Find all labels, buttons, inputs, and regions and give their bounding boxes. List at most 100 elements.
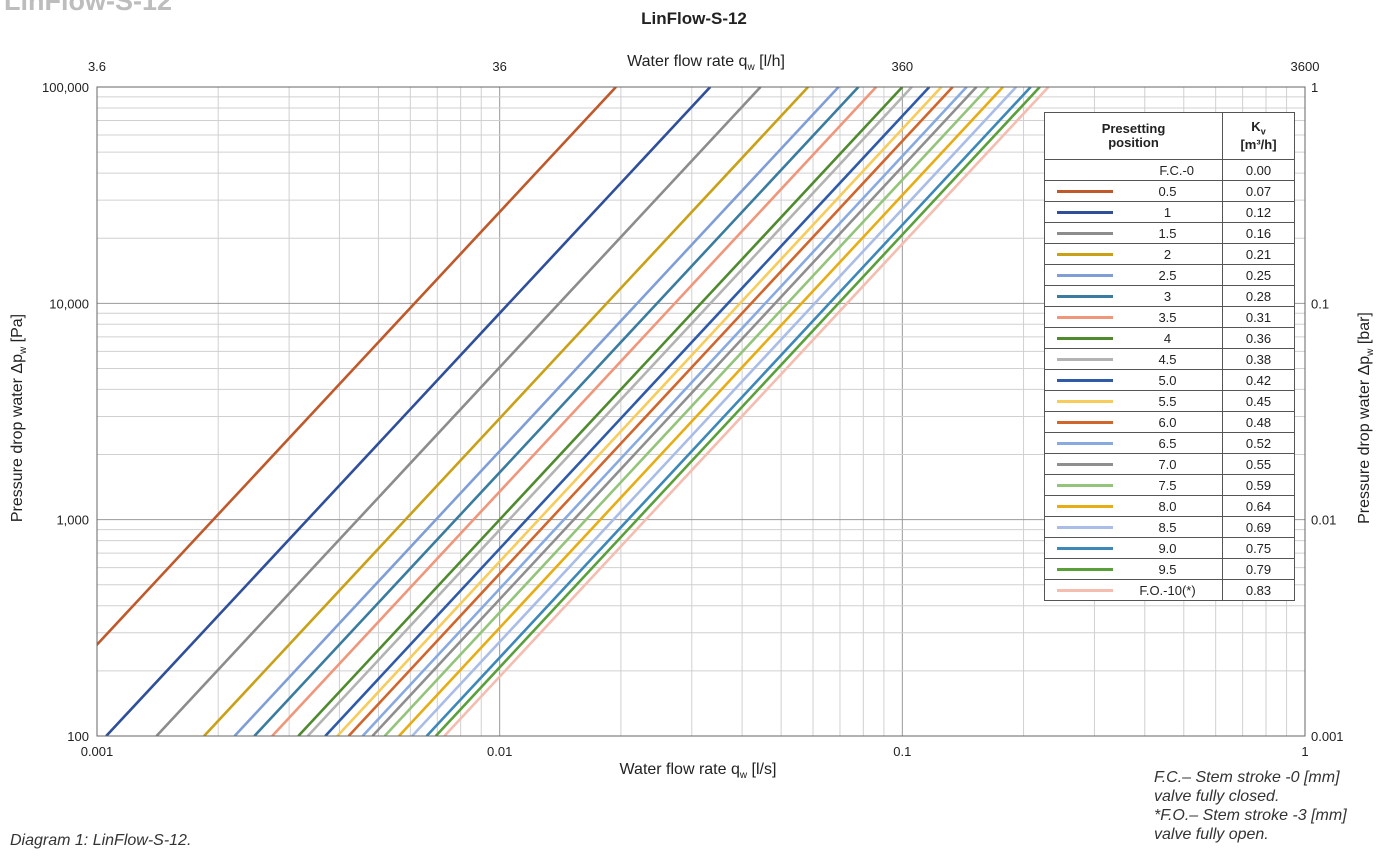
legend-kv-value: 0.52 xyxy=(1222,432,1295,454)
legend-position-label: 2.5 xyxy=(1158,268,1177,283)
legend-position-label: 3.5 xyxy=(1158,310,1177,325)
legend-swatch xyxy=(1057,337,1113,340)
legend-position-cell: 9.0 xyxy=(1044,537,1223,559)
legend-row: F.C.-0 0.00 xyxy=(1044,159,1295,181)
legend-swatch xyxy=(1057,274,1113,277)
x-tick-label: 1 xyxy=(1301,744,1308,759)
legend-header-position-line2: position xyxy=(1108,135,1159,150)
legend-position-cell: 4 xyxy=(1044,327,1223,349)
y2-axis-label: Pressure drop water Δpw [bar] xyxy=(1356,312,1376,524)
legend-rows: F.C.-0 0.00 0.5 0.07 1 0.12 1.5 0.16 2 0.21 2.5 0.2… xyxy=(1044,159,1295,601)
chart-title: LinFlow-S-12 xyxy=(641,9,747,28)
legend-position-cell: 9.5 xyxy=(1044,558,1223,580)
legend-position-label: 9.5 xyxy=(1158,562,1177,577)
x-tick-label: 0.1 xyxy=(893,744,911,759)
legend-header-kv-sub: v xyxy=(1260,126,1266,137)
legend-kv-value: 0.59 xyxy=(1222,474,1295,496)
legend-position-cell: 8.0 xyxy=(1044,495,1223,517)
legend-kv-value: 0.83 xyxy=(1222,579,1295,601)
legend-row: 0.5 0.07 xyxy=(1044,180,1295,202)
legend-row: 7.0 0.55 xyxy=(1044,453,1295,475)
legend-row: 8.5 0.69 xyxy=(1044,516,1295,538)
series-line-9-5 xyxy=(434,87,1041,736)
legend-swatch xyxy=(1057,484,1113,487)
legend-swatch xyxy=(1057,442,1113,445)
legend-position-label: 1 xyxy=(1163,205,1172,220)
footnote-line: valve fully closed. xyxy=(1154,788,1280,805)
x2-tick-label: 36 xyxy=(492,59,506,74)
x2-tick-label: 3600 xyxy=(1291,59,1320,74)
legend-row: 2.5 0.25 xyxy=(1044,264,1295,286)
legend-position-label: F.C.-0 xyxy=(1159,163,1194,178)
y2-tick-label: 0.01 xyxy=(1311,513,1336,528)
legend-kv-value: 0.38 xyxy=(1222,348,1295,370)
legend-swatch xyxy=(1057,547,1113,550)
legend-kv-value: 0.12 xyxy=(1222,201,1295,223)
series-line-3 xyxy=(253,87,860,736)
y-axis-label: Pressure drop water Δpw [Pa] xyxy=(9,314,29,522)
legend-kv-value: 0.25 xyxy=(1222,264,1295,286)
legend-kv-value: 0.64 xyxy=(1222,495,1295,517)
legend-row: F.O.-10(*) 0.83 xyxy=(1044,579,1295,601)
legend-position-label: 2 xyxy=(1163,247,1172,262)
legend-header-kv-unit: [m³/h] xyxy=(1240,137,1277,153)
series-line-5-0 xyxy=(324,87,931,736)
legend-kv-value: 0.69 xyxy=(1222,516,1295,538)
legend-swatch xyxy=(1057,211,1113,214)
legend-header-kv-symbol: K xyxy=(1251,118,1261,134)
legend-header-position-line1: Presetting xyxy=(1101,121,1166,136)
legend-swatch xyxy=(1057,526,1113,529)
legend-row: 9.0 0.75 xyxy=(1044,537,1295,559)
legend-kv-value: 0.45 xyxy=(1222,390,1295,412)
legend-position-cell: F.O.-10(*) xyxy=(1044,579,1223,601)
legend-row: 2 0.21 xyxy=(1044,243,1295,265)
y2-tick-label: 0.001 xyxy=(1311,729,1344,744)
legend-swatch xyxy=(1057,190,1113,193)
legend-swatch xyxy=(1057,358,1113,361)
series-line-1 xyxy=(105,87,712,736)
legend-position-cell: 8.5 xyxy=(1044,516,1223,538)
legend-row: 5.0 0.42 xyxy=(1044,369,1295,391)
footnotes: F.C.– Stem stroke -0 [mm] valve fully cl… xyxy=(1154,768,1347,844)
legend-row: 5.5 0.45 xyxy=(1044,390,1295,412)
legend-position-label: 3 xyxy=(1163,289,1172,304)
legend-position-cell: 5.0 xyxy=(1044,369,1223,391)
legend-swatch xyxy=(1057,421,1113,424)
legend-row: 1 0.12 xyxy=(1044,201,1295,223)
legend-row: 6.5 0.52 xyxy=(1044,432,1295,454)
plot-frame xyxy=(96,86,1306,737)
tick-labels: 0.001 0.01 0.1 13.6 36 360 36001001,00010,0001… xyxy=(42,59,1344,759)
series-line-1-5 xyxy=(155,87,762,736)
legend-header-kv: Kv [m³/h] xyxy=(1222,112,1295,160)
legend-position-label: 5.0 xyxy=(1158,373,1177,388)
x2-tick-label: 360 xyxy=(891,59,913,74)
legend-swatch xyxy=(1057,232,1113,235)
legend-kv-value: 0.07 xyxy=(1222,180,1295,202)
legend-swatch xyxy=(1057,316,1113,319)
legend-row: 1.5 0.16 xyxy=(1044,222,1295,244)
legend-row: 3.5 0.31 xyxy=(1044,306,1295,328)
legend-position-label: 8.0 xyxy=(1158,499,1177,514)
legend-row: 6.0 0.48 xyxy=(1044,411,1295,433)
legend-position-label: 9.0 xyxy=(1158,541,1177,556)
legend-row: 3 0.28 xyxy=(1044,285,1295,307)
legend-kv-value: 0.75 xyxy=(1222,537,1295,559)
legend-kv-value: 0.36 xyxy=(1222,327,1295,349)
series-line-2 xyxy=(203,87,810,736)
x-tick-label: 0.01 xyxy=(487,744,512,759)
legend-position-cell: 7.5 xyxy=(1044,474,1223,496)
series-line-2-5 xyxy=(233,87,840,736)
legend-position-cell: F.C.-0 xyxy=(1044,159,1223,181)
legend-position-cell: 5.5 xyxy=(1044,390,1223,412)
x-tick-label: 0.001 xyxy=(81,744,114,759)
y-tick-label: 100,000 xyxy=(42,80,89,95)
footnote-line: F.C.– Stem stroke -0 [mm] xyxy=(1154,769,1340,786)
legend-position-label: 6.5 xyxy=(1158,436,1177,451)
legend-position-cell: 0.5 xyxy=(1044,180,1223,202)
legend-kv-value: 0.28 xyxy=(1222,285,1295,307)
x2-axis-label: Water flow rate qw [l/h] xyxy=(627,53,785,73)
legend-row: 9.5 0.79 xyxy=(1044,558,1295,580)
series-line-5-5 xyxy=(336,87,943,736)
figure-caption: Diagram 1: LinFlow-S-12. xyxy=(10,832,192,849)
legend-position-label: 7.5 xyxy=(1158,478,1177,493)
